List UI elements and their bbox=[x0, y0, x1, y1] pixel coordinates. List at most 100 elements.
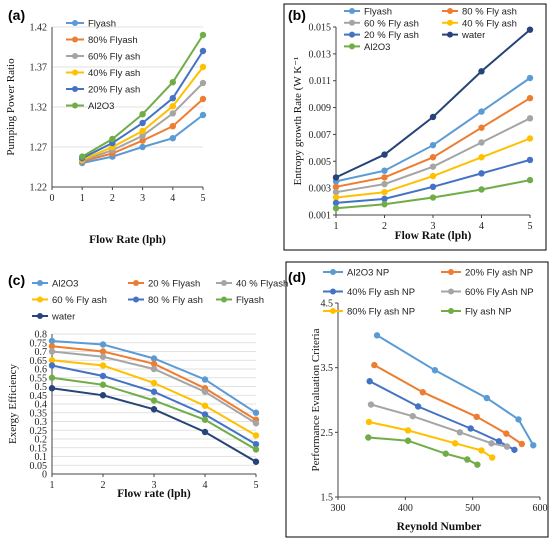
data-point bbox=[201, 411, 209, 418]
y-tick-label: 0.15 bbox=[30, 443, 48, 454]
legend-swatch-marker bbox=[37, 313, 43, 319]
x-tick-label: 2 bbox=[101, 480, 106, 491]
legend-swatch-marker bbox=[349, 19, 355, 26]
data-point bbox=[199, 111, 207, 119]
x-tick-label: 1 bbox=[50, 480, 55, 491]
panel-label: (c) bbox=[8, 272, 25, 288]
legend-swatch-marker bbox=[37, 296, 43, 303]
data-point bbox=[201, 376, 209, 383]
data-point bbox=[478, 447, 485, 454]
x-tick-label: 0 bbox=[50, 193, 55, 204]
x-axis-title: Flow rate (lph) bbox=[117, 488, 191, 500]
y-axis-title: Entropy growth Rate (W K⁻¹ bbox=[292, 57, 304, 186]
legend-label: 80 % Fly ash bbox=[148, 295, 203, 306]
data-point bbox=[332, 194, 340, 201]
x-tick-label: 3 bbox=[140, 193, 145, 204]
data-point bbox=[139, 137, 146, 144]
data-point bbox=[478, 124, 485, 131]
legend-swatch-marker bbox=[221, 280, 227, 286]
x-tick-label: 5 bbox=[528, 221, 533, 232]
y-tick-label: 1.42 bbox=[30, 23, 48, 34]
data-point bbox=[99, 362, 107, 369]
data-point bbox=[478, 139, 485, 146]
x-tick-label: 3 bbox=[431, 221, 436, 232]
data-point bbox=[365, 434, 372, 441]
y-tick-label: 0.5 bbox=[35, 382, 48, 393]
data-point bbox=[488, 454, 496, 461]
panel-label: (a) bbox=[8, 7, 25, 23]
panel-frame bbox=[283, 3, 547, 251]
data-point bbox=[429, 163, 437, 170]
data-point bbox=[381, 174, 388, 181]
x-tick-label: 5 bbox=[254, 480, 259, 491]
data-point bbox=[429, 141, 437, 149]
legend-label: 20 % Flyash bbox=[148, 279, 200, 290]
legend-swatch-marker bbox=[72, 102, 78, 109]
legend-label: 20% Fly ash bbox=[88, 85, 140, 96]
data-point bbox=[332, 199, 340, 207]
data-point bbox=[366, 378, 373, 385]
y-tick-label: 1.22 bbox=[30, 183, 48, 194]
data-point bbox=[252, 446, 260, 453]
data-point bbox=[150, 355, 158, 362]
data-point bbox=[381, 201, 388, 208]
data-point bbox=[381, 180, 388, 188]
legend-swatch-marker bbox=[447, 19, 453, 26]
data-point bbox=[252, 432, 260, 439]
legend-label: Flyash bbox=[236, 295, 264, 306]
data-point bbox=[169, 110, 176, 117]
data-point bbox=[431, 367, 439, 374]
legend-label: 20 % Fly ash bbox=[364, 30, 419, 41]
data-point bbox=[381, 195, 388, 203]
data-point bbox=[199, 95, 207, 103]
data-point bbox=[199, 31, 207, 39]
y-tick-label: 0.55 bbox=[30, 373, 48, 384]
legend-swatch-marker bbox=[72, 20, 78, 26]
data-point bbox=[99, 372, 107, 380]
data-point bbox=[199, 63, 207, 71]
data-point bbox=[139, 119, 146, 127]
legend-label: 40% Fly ash NP bbox=[347, 287, 415, 298]
data-point bbox=[169, 123, 176, 130]
legend-label: 40% Fly ash bbox=[88, 68, 140, 79]
data-point bbox=[48, 385, 56, 392]
data-point bbox=[252, 458, 260, 465]
legend-swatch-marker bbox=[133, 280, 139, 286]
data-point bbox=[483, 394, 491, 402]
y-tick-label: 0.011 bbox=[309, 76, 331, 87]
data-point bbox=[526, 176, 534, 184]
legend-label: Fly ash NP bbox=[465, 307, 511, 318]
data-point bbox=[429, 154, 437, 161]
data-point bbox=[332, 183, 340, 190]
x-tick-label: 4 bbox=[170, 193, 175, 204]
data-point bbox=[79, 153, 86, 160]
y-tick-label: 0.75 bbox=[30, 338, 48, 349]
y-tick-label: 0.003 bbox=[309, 184, 332, 195]
y-tick-label: 0.45 bbox=[30, 391, 48, 402]
data-point bbox=[419, 389, 427, 396]
y-tick-label: 0.007 bbox=[309, 130, 332, 141]
legend-swatch-marker bbox=[447, 8, 453, 14]
data-point bbox=[332, 188, 340, 196]
y-tick-label: 0.4 bbox=[35, 400, 48, 411]
x-tick-label: 500 bbox=[465, 503, 480, 514]
y-tick-label: 0.005 bbox=[309, 157, 332, 168]
y-tick-label: 0.013 bbox=[309, 49, 332, 60]
y-tick-label: 0.009 bbox=[309, 103, 332, 114]
x-tick-label: 5 bbox=[201, 193, 206, 204]
data-point bbox=[478, 186, 485, 193]
data-point bbox=[99, 392, 107, 399]
legend-label: Al2O3 NP bbox=[347, 268, 389, 279]
data-point bbox=[381, 188, 388, 196]
legend-label: Flyash bbox=[364, 7, 392, 18]
data-point bbox=[48, 337, 56, 345]
legend-swatch-marker bbox=[448, 308, 454, 314]
y-axis-title: Exergy Efficiency bbox=[7, 364, 19, 444]
data-point bbox=[478, 68, 485, 75]
data-point bbox=[201, 416, 209, 423]
legend-label: Flyash bbox=[88, 19, 116, 30]
data-point bbox=[456, 429, 464, 436]
data-point bbox=[404, 427, 412, 434]
legend-label: 20% Fly ash NP bbox=[465, 268, 533, 279]
